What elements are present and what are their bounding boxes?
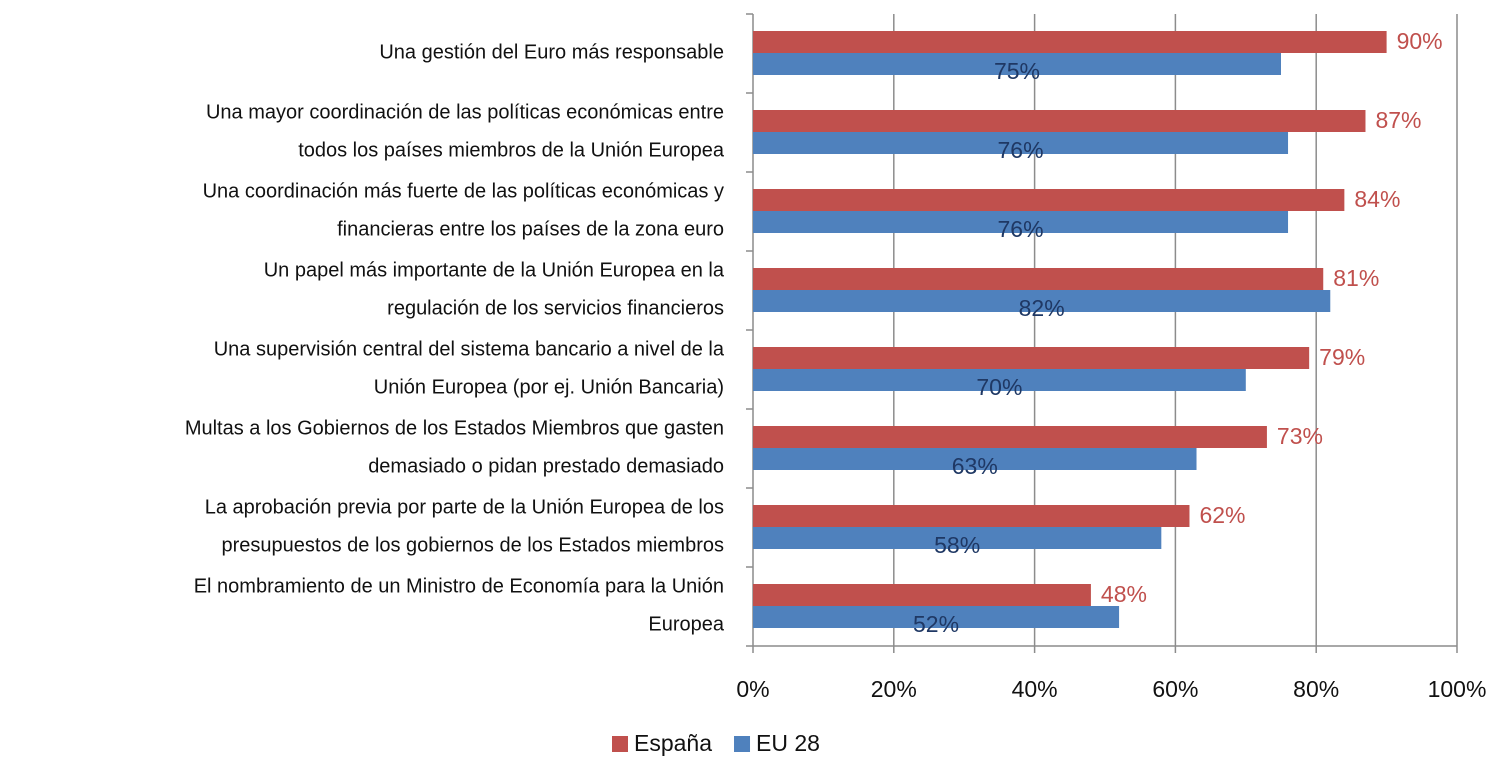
value-label: 73% (1277, 423, 1323, 449)
legend-swatch (734, 736, 751, 752)
bar (753, 132, 1289, 154)
value-label: 52% (913, 611, 959, 637)
value-label: 82% (1019, 295, 1065, 321)
x-tick-label: 40% (1012, 676, 1058, 702)
category-label: presupuestos de los gobiernos de los Est… (222, 534, 725, 556)
value-label: 76% (997, 137, 1043, 163)
bar (753, 211, 1289, 233)
legend-swatch (612, 736, 628, 752)
bar (753, 110, 1366, 132)
value-label: 76% (997, 216, 1043, 242)
bar (753, 369, 1246, 391)
value-label: 75% (994, 58, 1040, 84)
value-label: 87% (1375, 107, 1421, 133)
category-label: demasiado o pidan prestado demasiado (368, 455, 724, 477)
category-label: Europea (648, 613, 724, 635)
legend-label: EU 28 (756, 730, 820, 756)
category-label: Un papel más importante de la Unión Euro… (264, 259, 725, 281)
category-label: regulación de los servicios financieros (387, 297, 724, 319)
bar (753, 448, 1197, 470)
value-label: 58% (934, 532, 980, 558)
value-label: 79% (1319, 344, 1365, 370)
value-label: 48% (1101, 581, 1147, 607)
value-label: 90% (1397, 28, 1443, 54)
category-label: Una gestión del Euro más responsable (379, 41, 724, 63)
bar (753, 606, 1120, 628)
bar (753, 347, 1310, 369)
bar (753, 426, 1267, 448)
bar (753, 53, 1281, 75)
category-label: todos los países miembros de la Unión Eu… (298, 139, 725, 161)
bar (753, 189, 1345, 211)
value-label: 62% (1199, 502, 1245, 528)
category-label: financieras entre los países de la zona … (337, 218, 724, 240)
category-label: Multas a los Gobiernos de los Estados Mi… (185, 417, 724, 439)
category-label: Unión Europea (por ej. Unión Bancaria) (374, 376, 724, 398)
category-label: La aprobación previa por parte de la Uni… (205, 496, 724, 518)
x-tick-label: 60% (1152, 676, 1198, 702)
bar (753, 268, 1324, 290)
x-tick-label: 20% (871, 676, 917, 702)
x-tick-label: 80% (1293, 676, 1339, 702)
category-label: Una coordinación más fuerte de las polít… (203, 180, 724, 202)
bar (753, 584, 1091, 606)
bar (753, 505, 1190, 527)
bar (753, 290, 1331, 312)
category-label: El nombramiento de un Ministro de Econom… (194, 575, 724, 597)
category-label: Una supervisión central del sistema banc… (214, 338, 725, 360)
value-label: 70% (976, 374, 1022, 400)
bar (753, 527, 1162, 549)
x-tick-label: 100% (1428, 676, 1487, 702)
value-label: 63% (952, 453, 998, 479)
value-label: 81% (1333, 265, 1379, 291)
x-tick-label: 0% (736, 676, 769, 702)
value-label: 84% (1354, 186, 1400, 212)
legend-label: España (634, 730, 712, 756)
category-label: Una mayor coordinación de las políticas … (206, 101, 724, 123)
bar (753, 31, 1387, 53)
